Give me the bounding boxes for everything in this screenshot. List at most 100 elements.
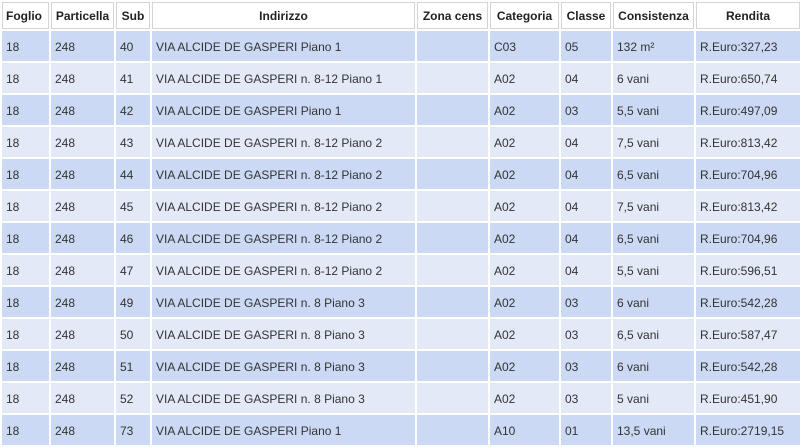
table-cell: 248 <box>51 351 114 381</box>
table-row: 18 248 44 VIA ALCIDE DE GASPERI n. 8-12 Pia… <box>2 159 800 189</box>
table-cell: C03 <box>490 31 559 61</box>
table-cell: 248 <box>51 159 114 189</box>
table-cell: 18 <box>2 127 49 157</box>
table-row: 18 248 42 VIA ALCIDE DE GASPERI Piano 1 A02 0… <box>2 95 800 125</box>
table-cell <box>417 127 488 157</box>
table-cell <box>417 351 488 381</box>
table-cell: A02 <box>490 255 559 285</box>
table-cell: 248 <box>51 319 114 349</box>
table-cell: R.Euro:497,09 <box>696 95 800 125</box>
table-cell: R.Euro:596,51 <box>696 255 800 285</box>
table-cell: 18 <box>2 255 49 285</box>
table-cell: A02 <box>490 95 559 125</box>
table-cell: 5,5 vani <box>613 95 694 125</box>
table-cell: VIA ALCIDE DE GASPERI n. 8 Piano 3 <box>152 319 415 349</box>
table-cell: 6 vani <box>613 63 694 93</box>
column-header: Rendita <box>696 2 800 29</box>
table-cell: 18 <box>2 383 49 413</box>
table-cell: 7,5 vani <box>613 127 694 157</box>
table-cell <box>417 63 488 93</box>
table-cell: 03 <box>561 287 611 317</box>
table-cell: 04 <box>561 223 611 253</box>
table-cell: 248 <box>51 415 114 445</box>
column-header: Categoria <box>490 2 559 29</box>
table-cell: A02 <box>490 159 559 189</box>
table-cell: VIA ALCIDE DE GASPERI n. 8-12 Piano 2 <box>152 191 415 221</box>
table-cell: 52 <box>116 383 150 413</box>
table-cell: 03 <box>561 351 611 381</box>
table-cell: VIA ALCIDE DE GASPERI n. 8-12 Piano 2 <box>152 255 415 285</box>
table-cell: A02 <box>490 351 559 381</box>
table-cell: 05 <box>561 31 611 61</box>
table-cell: 01 <box>561 415 611 445</box>
table-cell: VIA ALCIDE DE GASPERI Piano 1 <box>152 415 415 445</box>
table-row: 18 248 73 VIA ALCIDE DE GASPERI Piano 1 A10 0… <box>2 415 800 445</box>
table-cell: R.Euro:650,74 <box>696 63 800 93</box>
column-header: Consistenza <box>613 2 694 29</box>
table-row: 18 248 40 VIA ALCIDE DE GASPERI Piano 1 C03 0… <box>2 31 800 61</box>
table-cell: 248 <box>51 255 114 285</box>
table-body: 18 248 40 VIA ALCIDE DE GASPERI Piano 1 C03 0… <box>2 31 800 445</box>
table-cell: 18 <box>2 159 49 189</box>
table-cell: 248 <box>51 63 114 93</box>
table-cell: A02 <box>490 287 559 317</box>
table-cell: R.Euro:813,42 <box>696 191 800 221</box>
table-cell: 248 <box>51 223 114 253</box>
column-header: Sub <box>116 2 150 29</box>
table-cell: R.Euro:813,42 <box>696 127 800 157</box>
table-cell: 18 <box>2 31 49 61</box>
table-cell: 18 <box>2 351 49 381</box>
table-cell: A02 <box>490 319 559 349</box>
table-row: 18 248 41 VIA ALCIDE DE GASPERI n. 8-12 Pia… <box>2 63 800 93</box>
table-cell <box>417 159 488 189</box>
table-cell: 04 <box>561 63 611 93</box>
table-cell: VIA ALCIDE DE GASPERI n. 8 Piano 3 <box>152 351 415 381</box>
table-cell: 248 <box>51 383 114 413</box>
table-cell: 47 <box>116 255 150 285</box>
table-cell: A02 <box>490 223 559 253</box>
table-row: 18 248 49 VIA ALCIDE DE GASPERI n. 8 Piano … <box>2 287 800 317</box>
table-cell: 6 vani <box>613 287 694 317</box>
table-cell: 04 <box>561 159 611 189</box>
table-cell: 04 <box>561 127 611 157</box>
table-cell <box>417 415 488 445</box>
table-cell: 18 <box>2 63 49 93</box>
table-cell: R.Euro:2719,15 <box>696 415 800 445</box>
table-cell: R.Euro:587,47 <box>696 319 800 349</box>
table-cell: A02 <box>490 191 559 221</box>
table-cell: 248 <box>51 95 114 125</box>
table-cell: VIA ALCIDE DE GASPERI n. 8 Piano 3 <box>152 287 415 317</box>
table-cell: 5,5 vani <box>613 255 694 285</box>
table-cell: 13,5 vani <box>613 415 694 445</box>
table-cell: 132 m² <box>613 31 694 61</box>
table-cell: A02 <box>490 127 559 157</box>
table-cell: 04 <box>561 255 611 285</box>
table-cell: 03 <box>561 95 611 125</box>
table-cell: 43 <box>116 127 150 157</box>
table-cell: 18 <box>2 415 49 445</box>
table-row: 18 248 50 VIA ALCIDE DE GASPERI n. 8 Piano … <box>2 319 800 349</box>
table-cell: 03 <box>561 383 611 413</box>
table-cell: 73 <box>116 415 150 445</box>
table-cell <box>417 383 488 413</box>
table-cell: 18 <box>2 191 49 221</box>
table-cell: R.Euro:704,96 <box>696 223 800 253</box>
table-cell: R.Euro:542,28 <box>696 287 800 317</box>
table-row: 18 248 43 VIA ALCIDE DE GASPERI n. 8-12 Pia… <box>2 127 800 157</box>
table-cell: 04 <box>561 191 611 221</box>
table-cell: 50 <box>116 319 150 349</box>
table-cell: 51 <box>116 351 150 381</box>
table-row: 18 248 47 VIA ALCIDE DE GASPERI n. 8-12 Pia… <box>2 255 800 285</box>
table-cell: VIA ALCIDE DE GASPERI n. 8 Piano 3 <box>152 383 415 413</box>
table-cell: 248 <box>51 31 114 61</box>
table-cell: 46 <box>116 223 150 253</box>
table-cell <box>417 223 488 253</box>
table-cell: R.Euro:542,28 <box>696 351 800 381</box>
table-cell: 248 <box>51 191 114 221</box>
table-cell: 7,5 vani <box>613 191 694 221</box>
table-cell: A10 <box>490 415 559 445</box>
table-cell: A02 <box>490 383 559 413</box>
table-cell: 5 vani <box>613 383 694 413</box>
table-cell: VIA ALCIDE DE GASPERI n. 8-12 Piano 2 <box>152 223 415 253</box>
